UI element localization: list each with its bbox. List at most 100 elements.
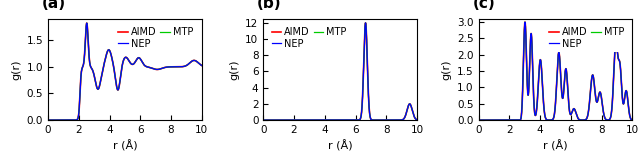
Text: (a): (a) [42, 0, 66, 11]
NEP [61, 119, 69, 121]
AIMD [540, 110, 548, 112]
NEP [609, 94, 616, 96]
NEP [625, 112, 633, 114]
MTP [259, 119, 267, 121]
NEP [179, 66, 186, 68]
AIMD [325, 119, 333, 121]
MTP [501, 119, 509, 121]
NEP [325, 119, 333, 121]
MTP [198, 65, 205, 66]
AIMD [83, 22, 91, 24]
MTP [628, 119, 636, 121]
MTP [475, 119, 483, 121]
MTP [362, 22, 369, 24]
AIMD [277, 119, 285, 121]
Y-axis label: g(r): g(r) [230, 59, 239, 80]
Line: NEP: NEP [263, 23, 417, 120]
AIMD [501, 119, 509, 121]
Line: MTP: MTP [479, 22, 632, 120]
MTP [413, 119, 421, 121]
NEP [83, 22, 91, 24]
NEP [534, 97, 541, 98]
MTP [103, 52, 111, 54]
AIMD [492, 119, 500, 121]
AIMD [410, 115, 418, 117]
NEP [410, 115, 418, 117]
AIMD [609, 94, 616, 96]
AIMD [259, 119, 267, 121]
MTP [394, 119, 401, 121]
MTP [540, 110, 548, 112]
NEP [195, 62, 203, 64]
NEP [103, 52, 111, 54]
MTP [410, 115, 418, 117]
X-axis label: r (Å): r (Å) [113, 141, 137, 152]
AIMD [71, 119, 79, 121]
NEP [413, 119, 421, 121]
AIMD [286, 119, 294, 121]
AIMD [521, 21, 529, 23]
X-axis label: r (Å): r (Å) [543, 141, 568, 152]
MTP [110, 66, 118, 68]
AIMD [179, 66, 186, 68]
NEP [362, 22, 369, 24]
Legend: AIMD, NEP, MTP: AIMD, NEP, MTP [268, 24, 350, 52]
NEP [319, 119, 326, 121]
NEP [492, 119, 500, 121]
NEP [540, 110, 548, 112]
AIMD [413, 119, 421, 121]
MTP [319, 119, 326, 121]
NEP [277, 119, 285, 121]
Text: (b): (b) [257, 0, 282, 11]
AIMD [628, 119, 636, 121]
Line: AIMD: AIMD [48, 23, 202, 120]
AIMD [534, 97, 541, 98]
MTP [179, 66, 186, 68]
AIMD [110, 66, 118, 68]
MTP [521, 21, 529, 23]
AIMD [319, 119, 326, 121]
AIMD [195, 62, 203, 64]
NEP [198, 65, 205, 66]
MTP [71, 119, 79, 121]
Legend: AIMD, NEP, MTP: AIMD, NEP, MTP [545, 24, 627, 52]
NEP [521, 21, 529, 23]
MTP [286, 119, 294, 121]
AIMD [362, 22, 369, 24]
NEP [110, 66, 118, 68]
AIMD [475, 119, 483, 121]
Legend: AIMD, NEP, MTP: AIMD, NEP, MTP [115, 24, 197, 52]
MTP [625, 112, 633, 114]
NEP [501, 119, 509, 121]
Line: AIMD: AIMD [479, 22, 632, 120]
AIMD [61, 119, 69, 121]
NEP [628, 119, 636, 121]
Y-axis label: g(r): g(r) [11, 59, 21, 80]
MTP [277, 119, 285, 121]
AIMD [394, 119, 401, 121]
NEP [71, 119, 79, 121]
Line: NEP: NEP [479, 22, 632, 120]
AIMD [625, 112, 633, 114]
MTP [195, 62, 203, 64]
MTP [492, 119, 500, 121]
MTP [534, 97, 541, 98]
Line: MTP: MTP [263, 23, 417, 120]
MTP [61, 119, 69, 121]
X-axis label: r (Å): r (Å) [328, 141, 353, 152]
MTP [44, 119, 52, 121]
Text: (c): (c) [472, 0, 495, 11]
NEP [286, 119, 294, 121]
AIMD [44, 119, 52, 121]
MTP [609, 94, 616, 96]
Line: NEP: NEP [48, 23, 202, 120]
Y-axis label: g(r): g(r) [442, 59, 451, 80]
Line: MTP: MTP [48, 23, 202, 120]
NEP [394, 119, 401, 121]
MTP [83, 22, 91, 24]
NEP [44, 119, 52, 121]
NEP [259, 119, 267, 121]
MTP [325, 119, 333, 121]
AIMD [103, 52, 111, 54]
AIMD [198, 65, 205, 66]
